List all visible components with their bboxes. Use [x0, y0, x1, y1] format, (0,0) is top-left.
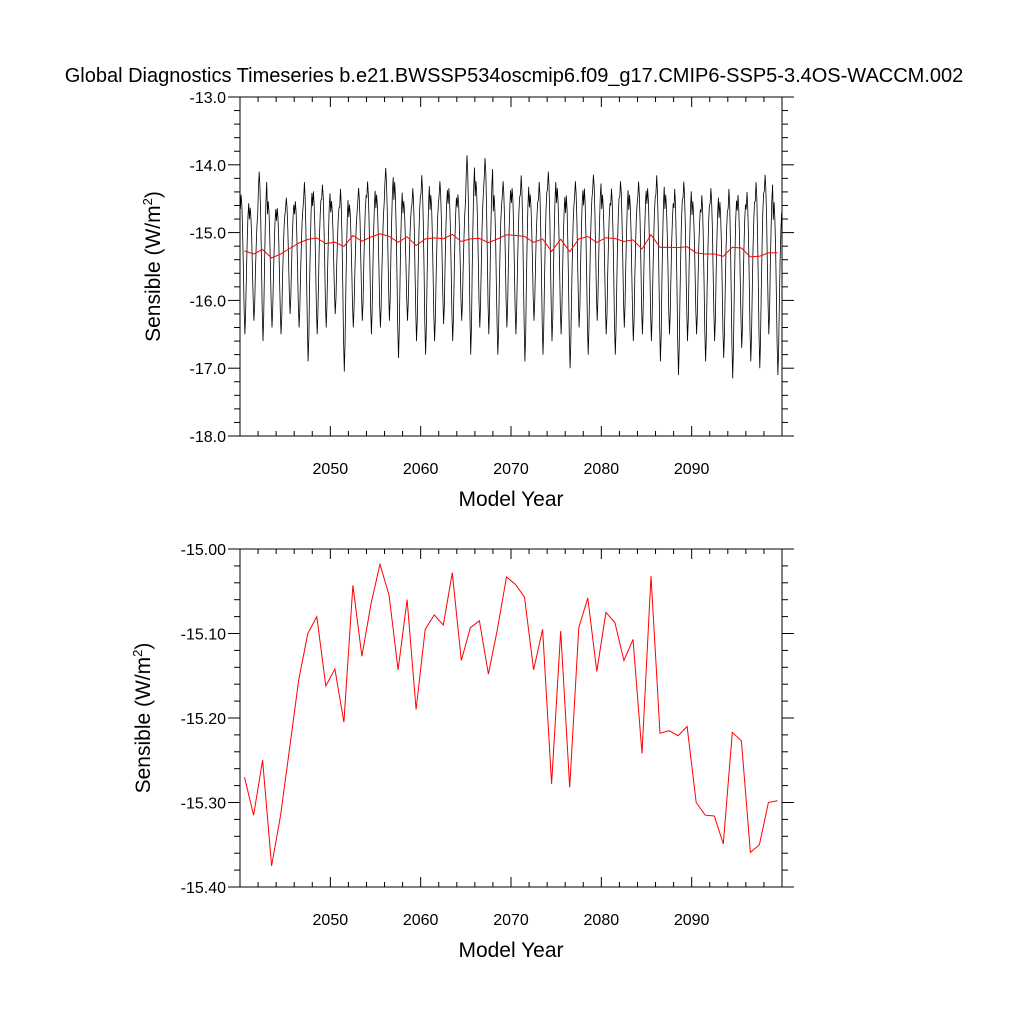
y-tick-label: -14.0 — [190, 158, 227, 175]
x-axis-label: Model Year — [458, 488, 563, 511]
y-tick-label: -15.00 — [181, 542, 226, 559]
plot-area — [240, 155, 782, 379]
y-tick-label: -15.20 — [181, 711, 226, 728]
axis-ticks — [228, 96, 794, 437]
y-tick-label: -18.0 — [190, 429, 227, 446]
y-tick-label: -15.0 — [190, 226, 227, 243]
annual-mean-line — [244, 233, 778, 259]
x-tick-label: 2090 — [674, 912, 710, 929]
x-tick-label: 2060 — [403, 912, 439, 929]
y-axis-label: Sensible (W/m2) — [130, 643, 155, 794]
chart-title: Global Diagnostics Timeseries b.e21.BWSS… — [65, 65, 964, 87]
y-tick-label: -16.0 — [190, 293, 227, 310]
x-tick-label: 2070 — [493, 912, 529, 929]
y-tick-label: -13.0 — [190, 90, 227, 107]
x-tick-label: 2090 — [674, 461, 710, 478]
monthly-series-line — [240, 155, 782, 379]
plot-area — [244, 562, 778, 866]
y-tick-label: -15.40 — [181, 880, 226, 897]
x-tick-label: 2050 — [313, 912, 349, 929]
panel-annual: 2050 2060 2070 2080 2090 -15.40 -15.30 -15.20 -1… — [130, 542, 794, 962]
y-tick-label: -17.0 — [190, 361, 227, 378]
y-tick-label: -15.10 — [181, 627, 226, 644]
plot-frame — [239, 96, 783, 437]
x-tick-label: 2080 — [584, 461, 620, 478]
x-tick-label: 2080 — [584, 912, 620, 929]
axis-ticks — [228, 548, 794, 888]
y-axis-label: Sensible (W/m2) — [140, 191, 165, 342]
x-tick-label: 2070 — [493, 461, 529, 478]
y-tick-label: -15.30 — [181, 796, 226, 813]
x-axis-label: Model Year — [458, 939, 563, 962]
x-tick-label: 2060 — [403, 461, 439, 478]
tick-labels: 2050 2060 2070 2080 2090 -18.0 -17.0 -16.0 -15.0… — [190, 90, 710, 478]
annual-mean-line — [244, 562, 778, 866]
tick-labels: 2050 2060 2070 2080 2090 -15.40 -15.30 -15.20 -1… — [181, 542, 710, 929]
panel-monthly: 2050 2060 2070 2080 2090 -18.0 -17.0 -16.0 -15.0… — [140, 90, 794, 511]
x-tick-label: 2050 — [313, 461, 349, 478]
plot-frame — [239, 548, 783, 888]
